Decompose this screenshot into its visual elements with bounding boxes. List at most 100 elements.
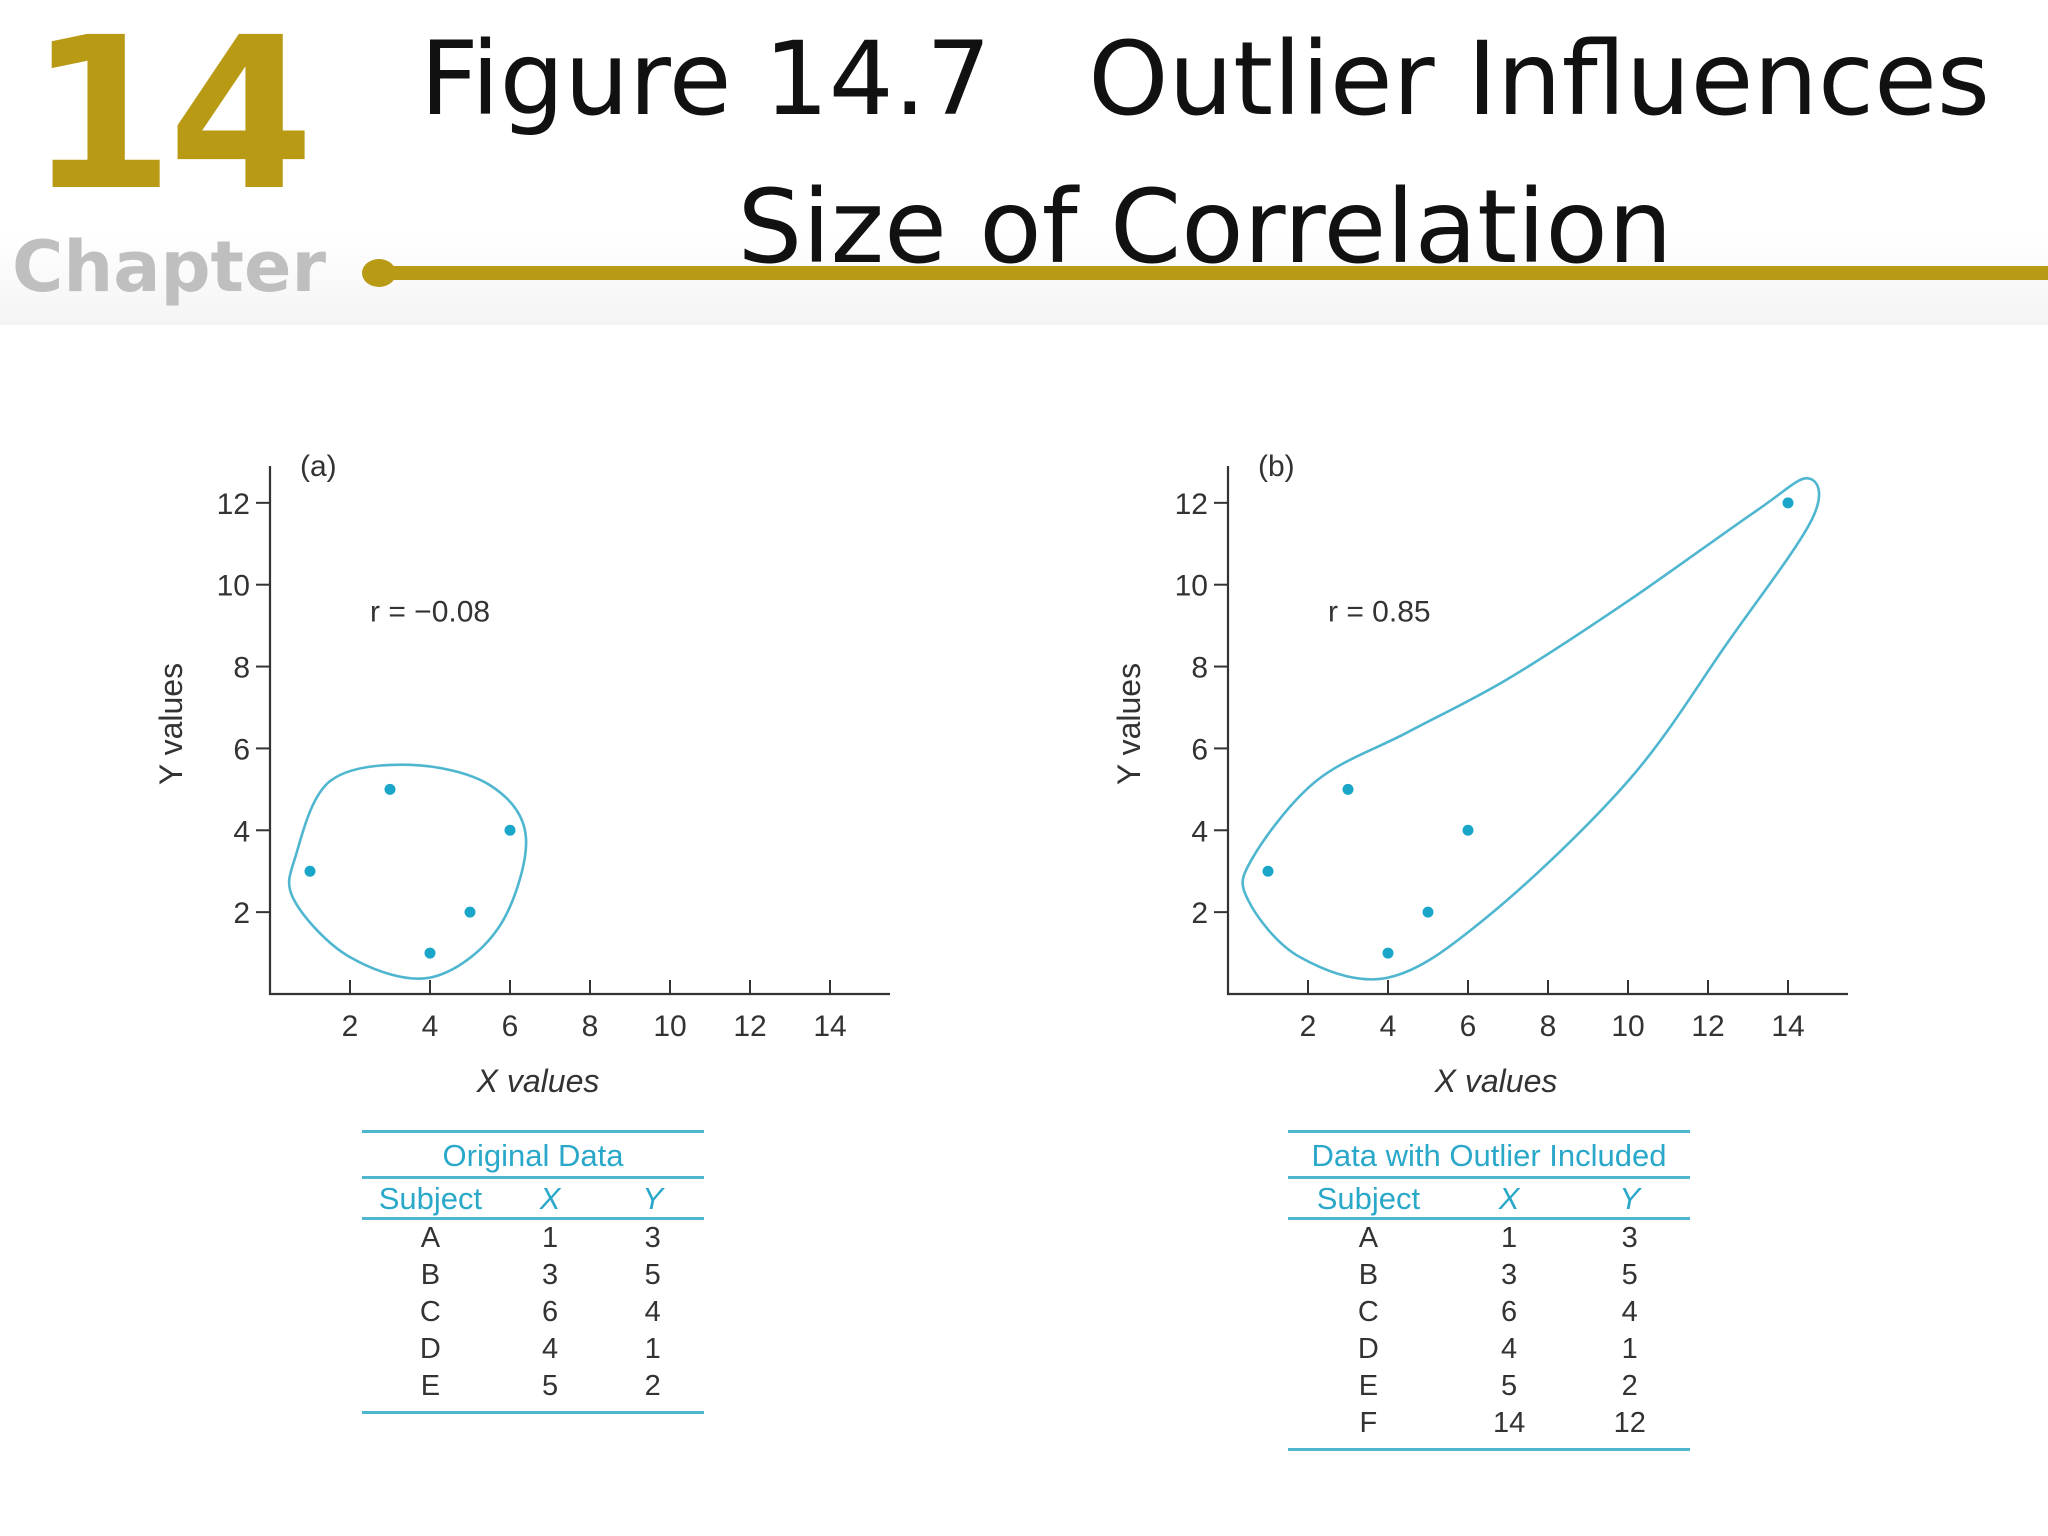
y-tick-label: 12 [217, 488, 250, 521]
x-tick-label: 8 [1540, 1010, 1557, 1043]
x-tick-label: 8 [582, 1010, 599, 1043]
panel-label: (a) [300, 450, 337, 483]
data-point-a [1262, 865, 1274, 877]
table-cell-subject: C [419, 1296, 441, 1328]
slide-title-line-1: Figure 14.7 Outlier Influences [420, 20, 1990, 139]
table-row: C 6 4 [1288, 1294, 1690, 1331]
y-tick-label: 6 [1191, 733, 1208, 766]
x-tick-label: 6 [1460, 1010, 1477, 1043]
y-tick-label: 4 [233, 815, 250, 848]
data-point-d [1382, 947, 1394, 959]
y-tick-label: 4 [1191, 815, 1208, 848]
table-cell-y: 3 [644, 1222, 661, 1254]
slide-title: Figure 14.7 Outlier Influences Size of C… [380, 6, 2030, 302]
data-point-e [1422, 906, 1434, 918]
x-tick-label: 10 [653, 1010, 686, 1043]
cluster-enclosure [1241, 476, 1821, 981]
y-tick-label: 8 [1191, 652, 1208, 685]
table-header-x: X [1448, 1177, 1570, 1220]
table-cell-y: 2 [644, 1370, 661, 1402]
cluster-enclosure [287, 763, 528, 980]
table-cell-subject: D [419, 1333, 441, 1365]
y-tick-label: 12 [1175, 488, 1208, 521]
y-tick-label: 8 [233, 652, 250, 685]
table-cell-x: 6 [542, 1296, 559, 1328]
x-axis-title: X values [476, 1063, 600, 1099]
axis-lines [268, 466, 890, 996]
x-tick-label: 4 [1380, 1010, 1397, 1043]
chapter-label: Chapter [12, 226, 327, 308]
y-tick-label: 10 [217, 570, 250, 603]
x-tick-label: 12 [733, 1010, 766, 1043]
data-point-b [384, 783, 396, 795]
y-tick-label: 6 [233, 733, 250, 766]
table-cell-x: 3 [1501, 1259, 1518, 1291]
table-cell-y: 5 [1621, 1259, 1638, 1291]
table-cell-x: 14 [1492, 1407, 1526, 1439]
table-cell-subject: E [420, 1370, 441, 1402]
data-point-d [424, 947, 436, 959]
table-row: E 5 2 [1288, 1368, 1690, 1405]
x-tick-label: 14 [1771, 1010, 1804, 1043]
table-cell-subject: B [420, 1259, 441, 1291]
y-axis-title: Y values [1111, 663, 1147, 785]
x-tick-label: 4 [422, 1010, 439, 1043]
table-cell-x: 6 [1501, 1296, 1518, 1328]
x-tick-label: 2 [342, 1010, 359, 1043]
table-cell-x: 1 [1501, 1222, 1518, 1254]
table-row: B 3 5 [1288, 1257, 1690, 1294]
axis-lines [1226, 466, 1848, 996]
panel-label: (b) [1258, 450, 1295, 483]
table-header-x: X [498, 1177, 602, 1220]
table-cell-y: 5 [644, 1259, 661, 1291]
table-caption: Original Data [362, 1130, 704, 1179]
outlier-data-table: Data with Outlier Included Subject X Y A… [1288, 1130, 1690, 1455]
x-tick-label: 2 [1300, 1010, 1317, 1043]
original-data-table: Original Data Subject X Y A 1 3 B 3 5 C 6 4 D 4 1 E 5… [362, 1130, 704, 1418]
table-row: E 5 2 [362, 1368, 704, 1413]
table-cell-subject: C [1357, 1296, 1379, 1328]
table-row: B 3 5 [362, 1257, 704, 1294]
title-rule [372, 266, 2048, 280]
table-row: A 1 3 [1288, 1219, 1690, 1258]
data-point-e [464, 906, 476, 918]
table-cell-y: 12 [1613, 1407, 1646, 1439]
x-tick-label: 14 [813, 1010, 846, 1043]
data-point-c [504, 824, 516, 836]
table-cell-subject: A [420, 1222, 441, 1254]
x-axis-title: X values [1434, 1063, 1558, 1099]
table-row: C 6 4 [362, 1294, 704, 1331]
table-row: D 4 1 [362, 1331, 704, 1368]
table-header-subject: Subject [1288, 1177, 1449, 1220]
x-tick-label: 10 [1611, 1010, 1644, 1043]
table-row: F 14 12 [1288, 1405, 1690, 1450]
table-bottom-rule [362, 1411, 704, 1418]
table-cell-subject: B [1358, 1259, 1379, 1291]
x-tick-label: 6 [502, 1010, 519, 1043]
table-cell-y: 3 [1621, 1222, 1638, 1254]
y-tick-label: 2 [1191, 897, 1208, 930]
table-header-y: Y [601, 1177, 704, 1220]
table-bottom-rule [1288, 1448, 1690, 1455]
table-header-subject: Subject [362, 1177, 499, 1220]
table-cell-x: 1 [542, 1222, 559, 1254]
table-cell-y: 2 [1621, 1370, 1638, 1402]
table-cell-x: 3 [542, 1259, 559, 1291]
y-tick-label: 10 [1175, 570, 1208, 603]
chapter-number: 14 [28, 0, 314, 237]
x-tick-label: 12 [1691, 1010, 1724, 1043]
slide-title-line-2: Size of Correlation [737, 168, 1673, 287]
table-row: D 4 1 [1288, 1331, 1690, 1368]
table-cell-y: 4 [1621, 1296, 1638, 1328]
table-cell-x: 5 [1501, 1370, 1518, 1402]
table-cell-subject: D [1357, 1333, 1379, 1365]
table-cell-subject: F [1359, 1407, 1378, 1439]
table-caption: Data with Outlier Included [1288, 1130, 1690, 1179]
table-cell-x: 4 [542, 1333, 559, 1365]
table-cell-subject: E [1358, 1370, 1379, 1402]
table-cell-y: 4 [644, 1296, 661, 1328]
y-axis-title: Y values [153, 663, 189, 785]
data-point-f [1782, 497, 1794, 509]
data-point-b [1342, 783, 1354, 795]
